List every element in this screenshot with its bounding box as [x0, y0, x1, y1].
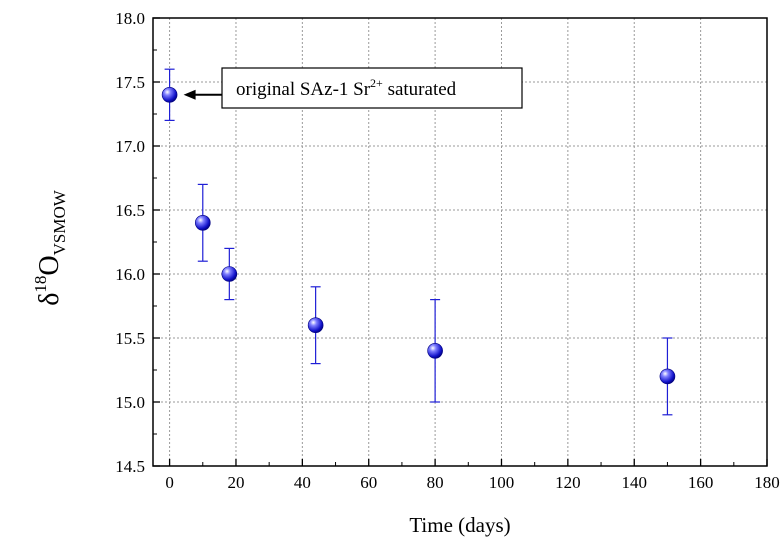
data-point [221, 266, 238, 282]
x-tick-label: 40 [294, 473, 311, 492]
x-tick-labels: 0 20 40 60 80 100 120 140 160 180 [165, 473, 779, 492]
data-markers [161, 87, 676, 385]
annotation: original SAz-1 Sr2+ saturated [183, 67, 523, 109]
annotation-box [221, 67, 523, 109]
x-tick-label: 80 [427, 473, 444, 492]
y-tick-label: 15.0 [115, 393, 145, 412]
error-bars [164, 68, 673, 416]
data-point [659, 368, 676, 385]
y-axis-title-sub: VSMOW [50, 189, 69, 255]
y-tick-labels: 14.5 15.0 15.5 16.0 16.5 17.0 17.5 18.0 [115, 9, 145, 476]
major-ticks [153, 17, 768, 467]
x-tick-label: 180 [754, 473, 780, 492]
plot-frame [152, 17, 768, 467]
y-tick-label: 17.0 [115, 137, 145, 156]
y-tick-label: 16.5 [115, 201, 145, 220]
annotation-text: original SAz-1 Sr2+ saturated [236, 76, 457, 100]
y-axis-title-main: O [34, 255, 65, 275]
y-tick-label: 15.5 [115, 329, 145, 348]
annotation-text-sup: 2+ [370, 76, 383, 90]
annotation-text-rest: saturated [383, 79, 457, 100]
x-tick-label: 140 [621, 473, 647, 492]
y-axis-title-sup: 18 [31, 276, 50, 293]
data-point [194, 215, 211, 231]
x-tick-label: 160 [688, 473, 714, 492]
y-axis-title-delta: δ [34, 293, 65, 306]
x-tick-label: 100 [489, 473, 515, 492]
x-tick-label: 0 [165, 473, 174, 492]
minor-ticks [153, 49, 735, 466]
data-point [427, 342, 443, 359]
x-tick-label: 120 [555, 473, 581, 492]
data-point [307, 317, 324, 334]
x-tick-label: 20 [227, 473, 244, 492]
annotation-text-main: original SAz-1 Sr [236, 79, 371, 100]
x-tick-label: 60 [360, 473, 377, 492]
data-point [161, 87, 178, 103]
annotation-arrowhead [183, 89, 196, 100]
y-tick-label: 18.0 [115, 9, 145, 28]
y-tick-label: 16.0 [115, 265, 145, 284]
y-tick-label: 17.5 [115, 73, 145, 92]
y-axis-title: δ18OVSMOW [31, 189, 69, 306]
y-tick-label: 14.5 [115, 457, 145, 476]
x-axis-title: Time (days) [409, 513, 510, 537]
